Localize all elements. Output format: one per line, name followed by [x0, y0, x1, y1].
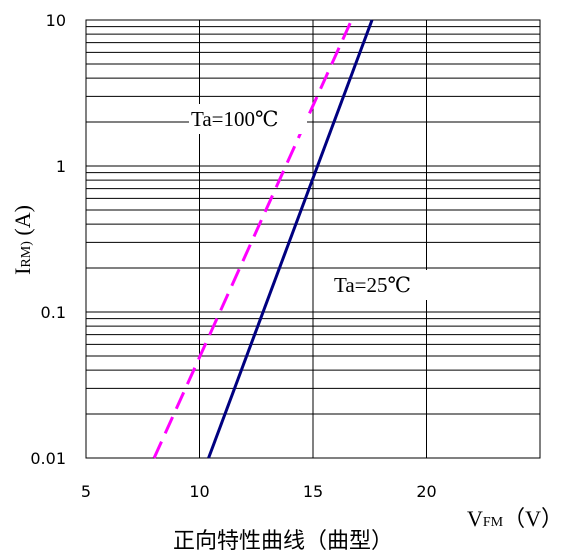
- series-layer: [152, 19, 374, 459]
- chart-caption: 正向特性曲线（曲型）: [173, 529, 393, 554]
- x-axis-label-main: V: [467, 506, 483, 531]
- y-axis-label-sub: RM): [19, 241, 34, 268]
- series-label: Ta=100℃: [191, 107, 279, 131]
- y-tick-label: 10: [46, 11, 66, 30]
- x-axis-label-sub: FM: [483, 515, 504, 530]
- series-line-ta-25: [207, 19, 374, 459]
- grid: [86, 20, 540, 458]
- x-tick-label: 10: [189, 482, 209, 501]
- ticks-layer: 5 10 15 20 0.01 0.1 1 10: [30, 11, 436, 501]
- y-axis-label: IRM) (A): [10, 205, 35, 275]
- x-axis-label-unit: （V）: [503, 506, 563, 531]
- x-tick-label: 20: [416, 482, 436, 501]
- x-axis-label: VFM（V）: [467, 506, 563, 531]
- labels-layer: Ta=100℃ Ta=25℃: [189, 104, 438, 300]
- y-tick-label: 1: [56, 157, 66, 176]
- y-axis-label-unit: (A): [10, 205, 35, 241]
- y-axis-label-main: I: [10, 268, 35, 275]
- x-tick-label: 15: [303, 482, 323, 501]
- series-label: Ta=25℃: [334, 273, 411, 297]
- plot-frame: [85, 19, 541, 459]
- series-label-box: [332, 270, 438, 300]
- y-tick-label: 0.01: [30, 449, 66, 468]
- y-tick-label: 0.1: [41, 303, 66, 322]
- series-label-box: [189, 104, 307, 134]
- x-tick-label: 5: [81, 482, 91, 501]
